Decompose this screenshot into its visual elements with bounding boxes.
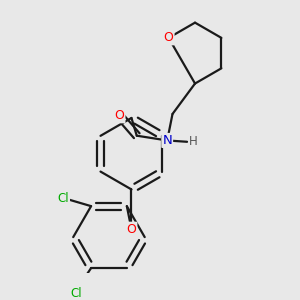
Text: N: N xyxy=(162,134,172,147)
Text: O: O xyxy=(127,223,136,236)
Text: O: O xyxy=(115,109,124,122)
Text: H: H xyxy=(189,135,198,148)
Text: Cl: Cl xyxy=(71,287,82,300)
Text: O: O xyxy=(164,32,174,44)
Text: Cl: Cl xyxy=(58,192,69,205)
